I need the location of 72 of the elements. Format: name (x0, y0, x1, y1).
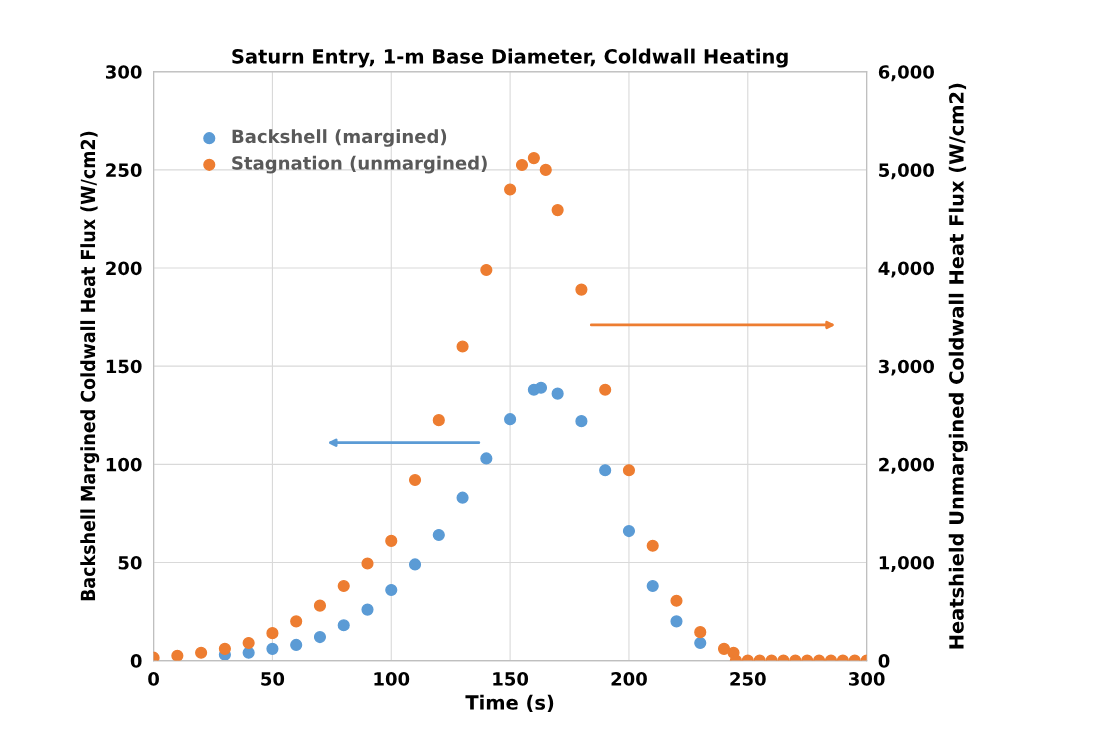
point (266, 627, 279, 640)
point (337, 579, 350, 593)
point (361, 557, 374, 570)
point (337, 619, 350, 632)
point (313, 599, 327, 612)
point (361, 603, 374, 616)
point (195, 646, 208, 659)
x-tick-label: 100 (374, 672, 410, 686)
point (313, 630, 327, 644)
point (385, 583, 398, 597)
point (218, 642, 231, 655)
x-tick-label: 150 (493, 672, 529, 686)
y2-tick-label: 4,000 (878, 261, 934, 278)
point (599, 383, 612, 396)
point (456, 340, 469, 353)
legend-label: Backshell (margined) (232, 129, 447, 147)
point (408, 473, 422, 487)
y-tick-label: 300 (105, 65, 142, 79)
point (551, 387, 564, 400)
point (670, 615, 683, 628)
y-tick-label: 100 (106, 457, 142, 472)
point (504, 413, 517, 426)
point (575, 415, 588, 428)
point (551, 204, 564, 217)
y2-axis-title: Heatshield Unmargined Coldwall Heat Flux (W/cm2) (948, 83, 968, 649)
point (290, 638, 303, 651)
y-tick-label: 150 (106, 359, 142, 374)
y2-tick-label: 2,000 (879, 457, 934, 474)
point (408, 558, 422, 571)
point (432, 414, 445, 427)
y2-tick-label: 5,000 (879, 163, 934, 180)
point (694, 636, 707, 650)
point (480, 263, 493, 277)
point (622, 524, 636, 538)
y-tick-label: 50 (118, 555, 142, 570)
point (171, 649, 184, 661)
point (504, 183, 517, 196)
point (266, 642, 279, 655)
point (646, 579, 659, 593)
point (575, 283, 588, 296)
point (599, 464, 612, 477)
x-tick-label: 50 (261, 672, 285, 686)
point (385, 534, 398, 547)
chart-title: Saturn Entry, 1-m Base Diameter, Coldwall Heating (232, 48, 788, 68)
y-axis-title: Backshell Margined Coldwall Heat Flux (W/cm2) (80, 131, 100, 601)
point (432, 528, 445, 542)
y2-tick-label: 0 (878, 654, 890, 668)
point (456, 491, 469, 504)
point (534, 381, 548, 394)
y2-tick-label: 1,000 (879, 555, 934, 572)
point (515, 158, 529, 172)
point (527, 152, 540, 165)
x-tick-label: 300 (848, 672, 885, 686)
legend-label: Stagnation (unmargined) (232, 155, 487, 174)
point (622, 464, 636, 477)
point (539, 163, 552, 176)
y2-tick-label: 3,000 (878, 359, 934, 376)
point (694, 626, 707, 639)
point (646, 539, 659, 552)
x-tick-label: 200 (611, 672, 647, 686)
point (242, 636, 255, 650)
point (290, 615, 303, 628)
y-tick-label: 200 (106, 261, 142, 276)
y2-tick-label: 6,000 (878, 65, 934, 82)
point (717, 642, 731, 655)
y-tick-label: 250 (106, 163, 142, 177)
x-axis-title: Time (s) (465, 694, 554, 713)
point (480, 452, 493, 465)
x-tick-label: 250 (730, 672, 766, 686)
point (670, 594, 683, 607)
x-tick-label: 0 (148, 672, 159, 686)
y-tick-label: 0 (130, 654, 142, 668)
